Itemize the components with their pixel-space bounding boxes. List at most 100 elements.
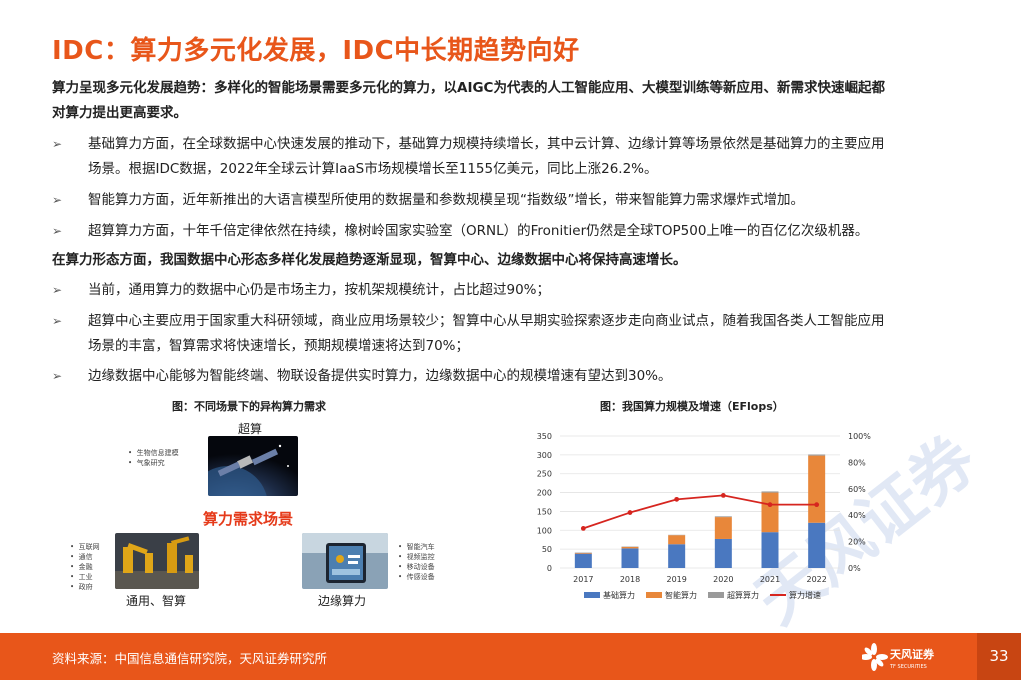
- y-right-tick-label: 100%: [848, 432, 871, 441]
- y-left-tick-label: 50: [542, 545, 552, 554]
- bar-基础算力: [808, 522, 826, 568]
- y-right-tick-label: 20%: [848, 538, 866, 547]
- arrow-bullet-icon: ➢: [52, 193, 63, 207]
- edge-device-image: [302, 533, 388, 589]
- list-item: • 通信: [70, 553, 93, 561]
- page-number: 33: [977, 633, 1021, 680]
- intro-line-1: 算力呈现多元化发展趋势：多样化的智能场景需要多元化的算力，以AIGC为代表的人工…: [52, 80, 885, 96]
- x-tick-label: 2017: [573, 575, 593, 584]
- svg-text:天风证券: 天风证券: [890, 647, 935, 661]
- bullet-line: 基础算力方面，在全球数据中心快速发展的推动下，基础算力规模持续增长，其中云计算、…: [88, 136, 885, 152]
- legend-label: 基础算力: [603, 590, 635, 600]
- bar-智能算力: [808, 455, 826, 523]
- super-compute-list: • 生物信息建模 • 气象研究: [128, 448, 179, 468]
- bar-智能算力: [574, 552, 592, 554]
- bar-基础算力: [714, 538, 732, 568]
- intro-paragraph: 算力呈现多元化发展趋势：多样化的智能场景需要多元化的算力，以AIGC为代表的人工…: [52, 76, 972, 126]
- bullet-ai-center: ➢ 超算中心主要应用于国家重大科研领域，商业应用场景较少；智算中心从早期实验探索…: [52, 309, 972, 359]
- y-right-tick-label: 80%: [848, 458, 866, 467]
- compute-scale-chart: 0 50 100 150 200 250 300 350 0% 20% 40% 60% 80% 100% 2…: [537, 432, 872, 600]
- legend-swatch: [708, 592, 724, 598]
- page-title: IDC：算力多元化发展，IDC中长期趋势向好: [52, 36, 580, 66]
- source-note: 资料来源：中国信息通信研究院，天风证券研究所: [52, 651, 328, 666]
- bar-基础算力: [668, 544, 686, 568]
- bullet-edge-dc: ➢ 边缘数据中心能够为智能终端、物联设备提供实时算力，边缘数据中心的规模增速有望…: [52, 364, 972, 389]
- legend-swatch: [646, 592, 662, 598]
- arrow-bullet-icon: ➢: [52, 283, 63, 297]
- tf-securities-logo: 天风证券 TF SECURITIES: [862, 643, 935, 671]
- section-paragraph: 在算力形态方面，我国数据中心形态多样化发展趋势逐渐显现，智算中心、边缘数据中心将…: [52, 252, 687, 268]
- y-right-tick-label: 60%: [848, 485, 866, 494]
- list-item: • 工业: [70, 573, 93, 581]
- bar-智能算力: [761, 492, 779, 533]
- y-left-tick-label: 0: [547, 564, 552, 573]
- bullet-super-compute: ➢ 超算算力方面，十年千倍定律依然在持续，橡树岭国家实验室（ORNL）的Fron…: [52, 219, 972, 244]
- bar-超算算力: [761, 491, 779, 493]
- y-right-tick-label: 0%: [848, 564, 861, 573]
- bullet-line: 超算算力方面，十年千倍定律依然在持续，橡树岭国家实验室（ORNL）的Fronit…: [88, 223, 869, 239]
- y-left-tick-label: 300: [537, 451, 552, 460]
- super-compute-label: 超算: [238, 422, 263, 436]
- bar-超算算力: [808, 454, 826, 456]
- arrow-bullet-icon: ➢: [52, 137, 63, 151]
- scene-center-label: 算力需求场景: [203, 510, 294, 528]
- general-compute-list: • 互联网 • 通信 • 金融 • 工业 • 政府: [70, 542, 100, 592]
- x-tick-label: 2020: [713, 575, 733, 584]
- y-right-tick-label: 40%: [848, 511, 866, 520]
- bullet-line: 超算中心主要应用于国家重大科研领域，商业应用场景较少；智算中心从早期实验探索逐步…: [88, 313, 885, 329]
- legend-label: 超算算力: [727, 590, 759, 600]
- footer-bar: 资料来源：中国信息通信研究院，天风证券研究所 天风证券 TF SECURITIE…: [0, 633, 1021, 680]
- bar-基础算力: [574, 553, 592, 568]
- bullet-line: 边缘数据中心能够为智能终端、物联设备提供实时算力，边缘数据中心的规模增速有望达到…: [88, 368, 672, 384]
- list-item: • 传感设备: [398, 573, 435, 581]
- x-tick-label: 2022: [806, 575, 826, 584]
- line-point: [580, 526, 586, 531]
- x-tick-label: 2018: [620, 575, 640, 584]
- figure1-caption: 图：不同场景下的异构算力需求: [172, 400, 326, 413]
- y-left-tick-label: 200: [537, 489, 552, 498]
- bullet-ai-compute: ➢ 智能算力方面，近年新推出的大语言模型所使用的数据量和参数规模呈现“指数级”增…: [52, 188, 972, 213]
- edge-compute-list: • 智能汽车 • 视频监控 • 移动设备 • 传感设备: [398, 542, 435, 582]
- y-left-tick-label: 150: [537, 507, 552, 516]
- bullet-basic-compute: ➢ 基础算力方面，在全球数据中心快速发展的推动下，基础算力规模持续增长，其中云计…: [52, 132, 972, 182]
- x-tick-label: 2019: [666, 575, 686, 584]
- edge-compute-label: 边缘算力: [318, 594, 367, 608]
- x-tick-label: 2021: [760, 575, 780, 584]
- legend-label: 智能算力: [665, 590, 697, 600]
- bar-基础算力: [761, 532, 779, 568]
- bullet-general-dc: ➢ 当前，通用算力的数据中心仍是市场主力，按机架规模统计，占比超过90%；: [52, 278, 972, 303]
- arrow-bullet-icon: ➢: [52, 369, 63, 383]
- svg-text:TF SECURITIES: TF SECURITIES: [889, 664, 927, 670]
- line-point: [627, 510, 633, 515]
- bullet-line: 场景。根据IDC数据，2022年全球云计算IaaS市场规模增长至1155亿美元，…: [88, 161, 658, 177]
- y-left-tick-label: 100: [537, 526, 552, 535]
- bullet-line: 当前，通用算力的数据中心仍是市场主力，按机架规模统计，占比超过90%；: [88, 282, 551, 298]
- legend-swatch: [584, 592, 600, 598]
- list-item: • 视频监控: [398, 553, 435, 561]
- bar-智能算力: [668, 535, 686, 545]
- bar-超算算力: [714, 516, 732, 518]
- line-point: [674, 496, 680, 502]
- factory-robot-image: [115, 533, 199, 589]
- intro-line-2: 对算力提出更高要求。: [52, 105, 187, 121]
- bar-智能算力: [621, 546, 639, 549]
- satellite-image: [208, 436, 298, 496]
- bar-基础算力: [621, 548, 639, 568]
- general-compute-label: 通用、智算: [126, 594, 187, 608]
- list-item: • 互联网: [70, 543, 100, 551]
- y-left-tick-label: 250: [537, 470, 552, 479]
- line-point: [720, 493, 726, 498]
- figure2-caption: 图：我国算力规模及增速（EFlops）: [600, 400, 784, 413]
- list-item: • 移动设备: [398, 563, 435, 571]
- arrow-bullet-icon: ➢: [52, 314, 63, 328]
- list-item: • 金融: [70, 563, 93, 571]
- bullet-line: 场景的丰富，智算需求将快速增长，预期规模增速将达到70%；: [88, 338, 470, 354]
- arrow-bullet-icon: ➢: [52, 224, 63, 238]
- y-left-tick-label: 350: [537, 432, 552, 441]
- list-item: • 智能汽车: [398, 543, 435, 551]
- line-growth-rate: [583, 494, 817, 530]
- line-point: [814, 502, 820, 508]
- list-item: • 气象研究: [128, 459, 165, 467]
- bar-智能算力: [714, 517, 732, 539]
- bullet-line: 智能算力方面，近年新推出的大语言模型所使用的数据量和参数规模呈现“指数级”增长，…: [88, 192, 804, 208]
